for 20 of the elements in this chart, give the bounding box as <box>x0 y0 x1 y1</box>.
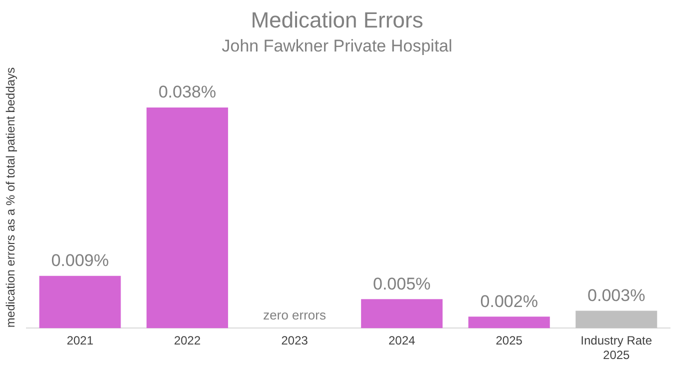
x-tick-label: 2025 <box>496 334 523 348</box>
x-tick-label: 2021 <box>66 334 94 348</box>
x-tick-label: 2024 <box>388 334 416 348</box>
bar <box>576 310 658 328</box>
bar <box>361 299 443 328</box>
x-tick-label: 2023 <box>281 334 308 348</box>
data-label: 0.038% <box>158 82 216 102</box>
chart-subtitle: John Fawkner Private Hospital <box>222 36 452 56</box>
x-tick-label: Industry Rate 2025 <box>580 334 652 362</box>
bar <box>146 107 228 328</box>
x-tick-label: 2022 <box>174 334 201 348</box>
data-label: 0.002% <box>480 292 538 311</box>
data-label: 0.005% <box>372 274 431 294</box>
chart-title: Medication Errors <box>250 7 424 32</box>
data-label: 0.009% <box>51 251 109 270</box>
data-label: zero errors <box>263 307 326 322</box>
bar <box>468 316 550 328</box>
data-label: 0.003% <box>588 286 646 305</box>
y-axis-title: medication errors as a % of total patient beddays <box>4 67 18 328</box>
bar <box>39 276 121 328</box>
